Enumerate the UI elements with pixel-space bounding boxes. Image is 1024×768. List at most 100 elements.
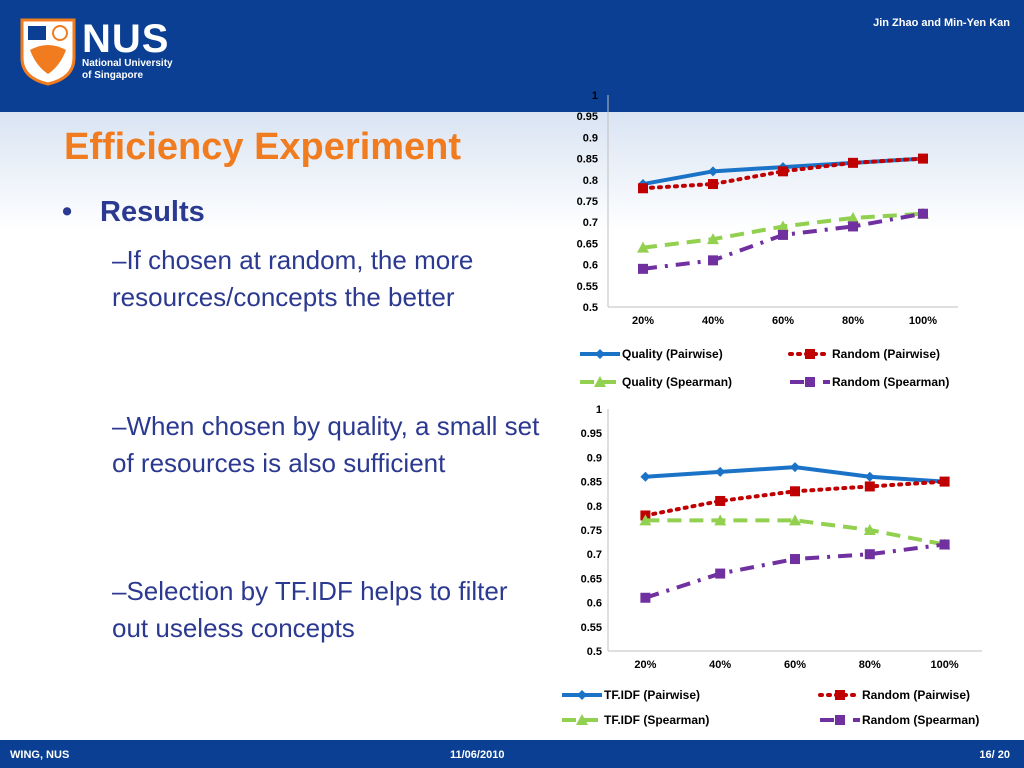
y-tick-label: 0.65 [581, 573, 602, 585]
legend-label: Random (Pairwise) [862, 688, 970, 702]
slide-header [0, 0, 1024, 112]
y-tick-label: 0.95 [577, 111, 598, 123]
data-point [939, 476, 950, 487]
data-point [848, 157, 858, 168]
y-tick-label: 0.65 [577, 238, 598, 250]
chart-quality: 0.5 0.55 0.6 0.65 0.7 0.75 0.8 0.85 0.9 0.95 1 20% 4… [577, 90, 958, 389]
nus-logo-subtitle-line-1: National University [82, 58, 173, 69]
data-point [790, 462, 800, 473]
series-line [645, 518, 945, 547]
data-point [778, 166, 788, 177]
y-tick-label: 0.85 [577, 154, 598, 166]
y-tick-label: 0.75 [577, 196, 598, 208]
x-tick-label: 80% [842, 315, 864, 327]
x-tick-label: 20% [632, 315, 654, 327]
data-point [848, 221, 858, 232]
y-tick-label: 0.95 [581, 428, 602, 440]
y-tick-label: 1 [596, 404, 602, 416]
y-tick-label: 0.7 [583, 217, 598, 229]
x-tick-label: 60% [772, 315, 794, 327]
x-tick-label: 40% [709, 659, 731, 671]
data-point [640, 471, 651, 482]
y-tick-label: 0.8 [587, 501, 602, 513]
legend-label: TF.IDF (Pairwise) [604, 688, 700, 702]
y-tick-label: 0.6 [587, 598, 602, 610]
data-point [847, 211, 859, 223]
legend-label: TF.IDF (Spearman) [604, 713, 709, 727]
data-point [863, 524, 876, 535]
y-tick-label: 0.5 [587, 646, 602, 658]
data-point [638, 263, 648, 274]
data-point [777, 220, 789, 232]
data-point [638, 183, 648, 194]
bullet-results: • Results [62, 196, 205, 229]
y-tick-label: 0.85 [581, 477, 602, 489]
sub-bullet-random: –If chosen at random, the more resources… [112, 245, 474, 312]
legend-marker [577, 690, 587, 700]
legend-label: Quality (Pairwise) [622, 347, 723, 361]
data-point [789, 514, 801, 526]
slide-title: Efficiency Experiment [64, 126, 462, 168]
series-line [644, 542, 945, 600]
slide-footer: WING, NUS 11/06/2010 16/ 20 [0, 740, 1024, 768]
data-point [864, 471, 875, 482]
data-point [715, 466, 726, 477]
y-tick-label: 0.5 [583, 302, 598, 314]
footer-page-number: 16/ 20 [979, 749, 1010, 761]
data-point [715, 568, 726, 579]
data-point [864, 481, 875, 492]
y-tick-label: 0.9 [583, 132, 598, 144]
y-tick-label: 0.75 [581, 525, 602, 537]
legend-label: Quality (Spearman) [622, 375, 732, 389]
data-point [708, 179, 718, 190]
x-tick-label: 40% [702, 315, 724, 327]
y-tick-label: 0.9 [587, 452, 602, 464]
data-point [790, 554, 800, 565]
nus-crest-icon [20, 18, 76, 86]
data-point [715, 495, 726, 506]
data-point [637, 241, 649, 253]
x-tick-label: 80% [859, 659, 881, 671]
data-point [640, 592, 651, 603]
nus-logo-subtitle-line-2: of Singapore [82, 70, 144, 81]
data-point [708, 255, 718, 266]
footer-org: WING, NUS [10, 749, 70, 761]
x-tick-label: 20% [634, 659, 656, 671]
legend-marker [805, 349, 815, 359]
legend-marker [595, 349, 605, 359]
data-point [790, 486, 800, 497]
legend-marker [805, 377, 815, 387]
legend-marker [835, 715, 845, 725]
x-tick-label: 100% [931, 659, 959, 671]
legend-marker [576, 714, 588, 725]
data-point [707, 233, 719, 245]
legend-label: Random (Spearman) [862, 713, 979, 727]
bullet-label: Results [100, 196, 205, 228]
x-tick-label: 60% [784, 659, 806, 671]
sub-bullet-quality: –When chosen by quality, a small set of … [112, 411, 540, 478]
y-tick-label: 1 [592, 90, 598, 102]
author-label: Jin Zhao and Min-Yen Kan [873, 17, 1010, 29]
y-tick-label: 0.8 [583, 175, 598, 187]
data-point [939, 539, 950, 550]
y-tick-label: 0.55 [581, 622, 602, 634]
legend-label: Random (Spearman) [832, 375, 949, 389]
header-gradient [0, 112, 1024, 232]
series-line [641, 156, 925, 191]
data-point [708, 166, 718, 177]
legend-marker [835, 690, 845, 700]
data-point [918, 208, 928, 219]
data-point [714, 514, 727, 526]
bullet-dot-icon: • [62, 196, 73, 228]
x-tick-label: 100% [909, 315, 937, 327]
sub-bullet-tfidf: –Selection by TF.IDF helps to filter out… [112, 576, 508, 643]
nus-logo-text: NUS [82, 17, 170, 61]
y-tick-label: 0.55 [577, 281, 598, 293]
footer-date: 11/06/2010 [450, 749, 505, 761]
legend-label: Random (Pairwise) [832, 347, 940, 361]
chart-tfidf: 0.5 0.55 0.6 0.65 0.7 0.75 0.8 0.85 0.9 0.95 1 20% 4… [562, 404, 982, 727]
y-tick-label: 0.6 [583, 260, 598, 272]
data-point [639, 514, 652, 526]
legend-marker [594, 376, 606, 387]
data-point [864, 549, 875, 560]
